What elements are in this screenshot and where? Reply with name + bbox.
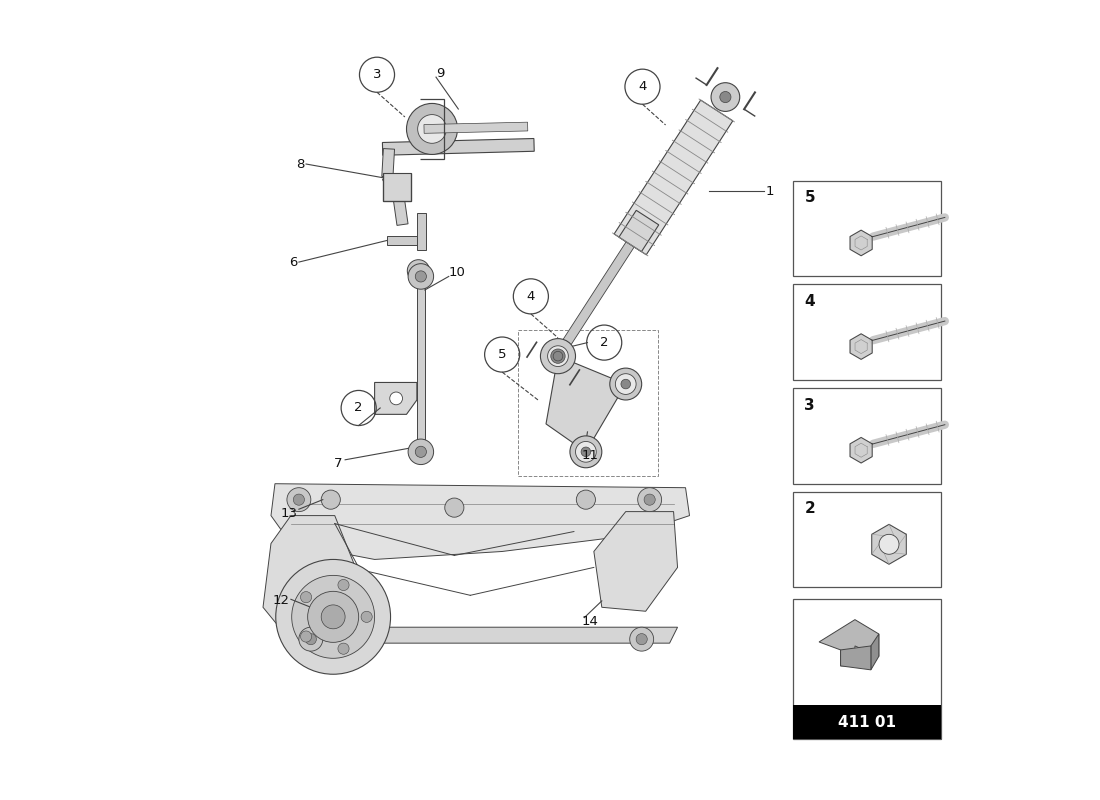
Text: 2: 2 [804,502,815,516]
Polygon shape [820,620,879,666]
Circle shape [540,338,575,374]
Circle shape [361,611,372,622]
Polygon shape [383,174,404,199]
Circle shape [542,340,574,372]
Circle shape [299,627,322,651]
Circle shape [553,351,563,361]
Polygon shape [417,213,427,250]
Text: 3: 3 [373,68,382,82]
Circle shape [576,490,595,510]
FancyBboxPatch shape [793,492,940,587]
Circle shape [638,488,661,512]
Polygon shape [619,210,659,252]
Polygon shape [850,334,872,359]
Circle shape [444,498,464,517]
Polygon shape [287,627,678,643]
Text: 1: 1 [766,185,773,198]
Text: 7: 7 [334,458,343,470]
Circle shape [408,264,433,289]
Polygon shape [546,356,626,452]
Text: 4: 4 [804,294,815,309]
Polygon shape [393,196,408,226]
Circle shape [338,643,349,654]
Circle shape [308,591,359,642]
Circle shape [300,631,311,642]
Circle shape [621,379,630,389]
Circle shape [570,436,602,468]
Circle shape [408,439,433,465]
Text: 2: 2 [600,336,608,349]
Circle shape [321,490,340,510]
Circle shape [407,103,458,154]
Text: 14: 14 [582,615,598,628]
Circle shape [321,605,345,629]
Text: 10: 10 [449,266,465,279]
Circle shape [711,82,739,111]
Text: 5: 5 [804,190,815,206]
Polygon shape [594,512,678,611]
Circle shape [879,534,899,554]
Circle shape [300,591,311,602]
Polygon shape [263,515,359,651]
Circle shape [416,271,427,282]
Circle shape [416,446,427,458]
Polygon shape [386,236,422,246]
Polygon shape [383,173,411,201]
Circle shape [615,374,636,394]
Polygon shape [375,382,417,414]
Text: 3: 3 [804,398,815,413]
Polygon shape [850,438,872,463]
Circle shape [287,488,311,512]
Circle shape [629,627,653,651]
Polygon shape [872,524,906,564]
Circle shape [719,91,732,102]
Circle shape [407,260,430,282]
Circle shape [389,392,403,405]
Circle shape [306,634,317,645]
Polygon shape [871,634,879,670]
Circle shape [548,346,569,366]
Circle shape [645,494,656,506]
Text: 6: 6 [289,255,297,269]
Circle shape [418,114,447,143]
Polygon shape [850,230,872,256]
Polygon shape [383,138,535,155]
Polygon shape [382,149,395,177]
Text: 8: 8 [296,158,305,170]
Text: 9: 9 [436,66,444,80]
Polygon shape [271,484,690,559]
Circle shape [581,447,591,457]
FancyBboxPatch shape [793,599,940,739]
Text: 4: 4 [527,290,535,303]
Polygon shape [424,122,528,134]
Polygon shape [559,215,651,352]
Circle shape [575,442,596,462]
Circle shape [292,575,375,658]
FancyBboxPatch shape [793,706,940,739]
Circle shape [551,349,565,363]
Text: 2: 2 [354,402,363,414]
Text: 411 01: 411 01 [838,714,895,730]
Circle shape [636,634,647,645]
Polygon shape [614,100,733,254]
Text: 11: 11 [582,450,598,462]
Polygon shape [417,277,425,452]
Text: 12: 12 [273,594,289,607]
Circle shape [276,559,390,674]
Text: 13: 13 [280,506,297,520]
Circle shape [338,579,349,590]
Text: 5: 5 [498,348,506,361]
Text: 4: 4 [638,80,647,93]
Circle shape [609,368,641,400]
FancyBboxPatch shape [793,181,940,277]
Polygon shape [840,646,871,670]
FancyBboxPatch shape [793,388,940,484]
Circle shape [294,494,305,506]
FancyBboxPatch shape [793,285,940,380]
